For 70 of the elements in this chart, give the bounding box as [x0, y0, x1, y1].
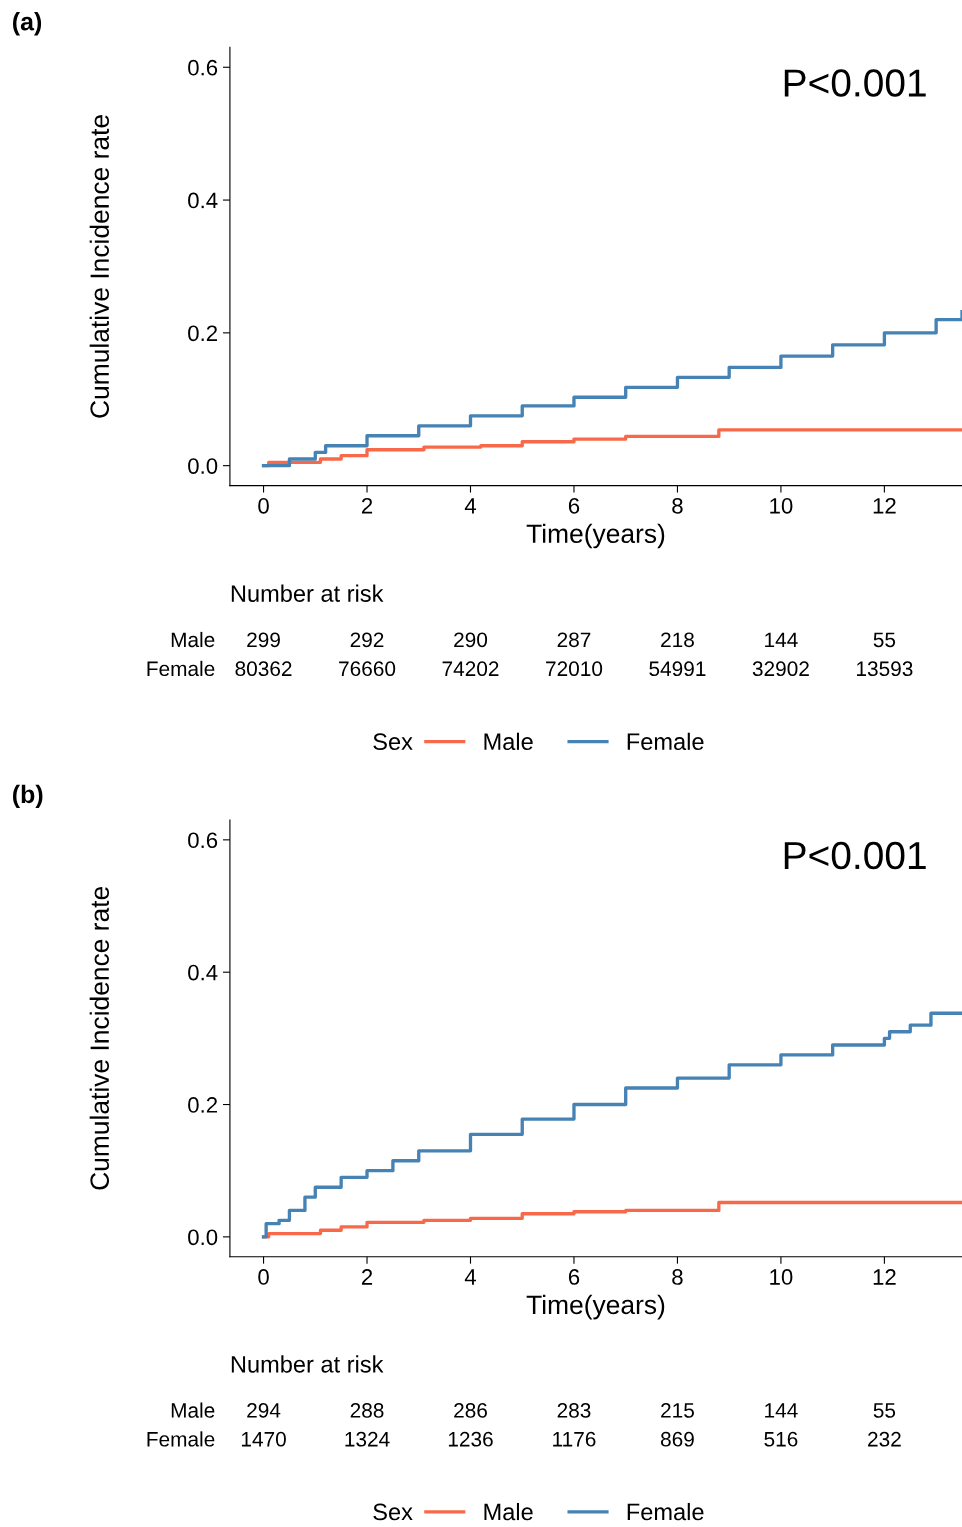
text: 55 [873, 632, 896, 648]
y-axis-title: Cumulative Incidence rate [89, 115, 110, 418]
text: 869 [660, 1431, 694, 1447]
text: Male [171, 1402, 215, 1418]
text: 1236 [448, 1431, 493, 1447]
x-tick-label: 0 [258, 497, 269, 514]
text: 13593 [857, 661, 913, 677]
text: 76660 [339, 661, 396, 677]
x-tick-label: 10 [770, 1269, 793, 1285]
x-tick-label: 8 [672, 1269, 683, 1285]
legend-label: Female [627, 1502, 704, 1521]
annotation: P<0.001 [784, 841, 926, 870]
annotation: P<0.001 [784, 69, 926, 97]
x-axis-title: Time(years) [526, 1294, 665, 1320]
y-tick-label: 0.4 [188, 964, 218, 981]
text: 288 [350, 1403, 384, 1418]
text: (b) [13, 784, 43, 809]
x-tick-label: 12 [873, 1269, 896, 1285]
x-axis-title: Time(years) [526, 523, 665, 549]
x-tick-label: 0 [258, 1269, 269, 1285]
text: 292 [350, 632, 384, 648]
x-tick-label: 8 [672, 497, 683, 514]
legend-label: Male [484, 732, 533, 751]
text: 299 [247, 632, 280, 648]
text: 74202 [442, 661, 499, 677]
text: 144 [765, 1403, 798, 1418]
text: 287 [557, 632, 591, 648]
y-axis-title: Cumulative Incidence rate [89, 886, 110, 1190]
text: 290 [454, 632, 488, 648]
text: 215 [661, 1403, 694, 1418]
x-tick-label: 6 [568, 497, 580, 514]
x-tick-label: 12 [873, 497, 896, 514]
text: 80362 [235, 661, 292, 677]
text: (a) [13, 12, 42, 36]
text: 283 [557, 1403, 591, 1418]
legend-label: Female [627, 732, 704, 751]
x-tick-label: 4 [464, 1269, 477, 1285]
y-tick-label: 0.0 [188, 1229, 218, 1246]
x-tick-label: 2 [361, 1269, 373, 1285]
y-tick-label: 0.6 [188, 832, 218, 849]
text: 1176 [553, 1431, 596, 1447]
text: 55 [873, 1403, 896, 1418]
legend-title: Sex [373, 733, 413, 751]
y-tick-label: 0.6 [188, 59, 218, 76]
text: Male [171, 631, 215, 648]
text: Number at risk [231, 584, 384, 602]
y-tick-label: 0.2 [188, 1097, 217, 1113]
text: Female [147, 1431, 215, 1447]
text: 1324 [345, 1431, 390, 1447]
text: 218 [661, 632, 694, 648]
text: 286 [454, 1403, 487, 1418]
y-tick-label: 0.2 [188, 325, 217, 342]
text: 516 [764, 1431, 798, 1447]
x-tick-label: 10 [770, 497, 793, 514]
text: 72010 [546, 661, 603, 677]
legend-label: Male [484, 1502, 533, 1521]
text: Female [147, 660, 215, 677]
x-tick-label: 2 [361, 497, 373, 514]
text: 232 [868, 1431, 901, 1447]
text: 1470 [241, 1431, 286, 1447]
text: 32902 [752, 661, 809, 677]
x-tick-label: 6 [568, 1269, 580, 1285]
text: 144 [765, 632, 798, 647]
x-tick-label: 4 [464, 498, 477, 514]
y-tick-label: 0.0 [188, 458, 218, 474]
text: Number at risk [231, 1355, 384, 1373]
legend-title: Sex [373, 1503, 413, 1521]
y-tick-label: 0.4 [188, 192, 218, 209]
text: 294 [247, 1403, 281, 1418]
text: 54991 [649, 661, 706, 677]
